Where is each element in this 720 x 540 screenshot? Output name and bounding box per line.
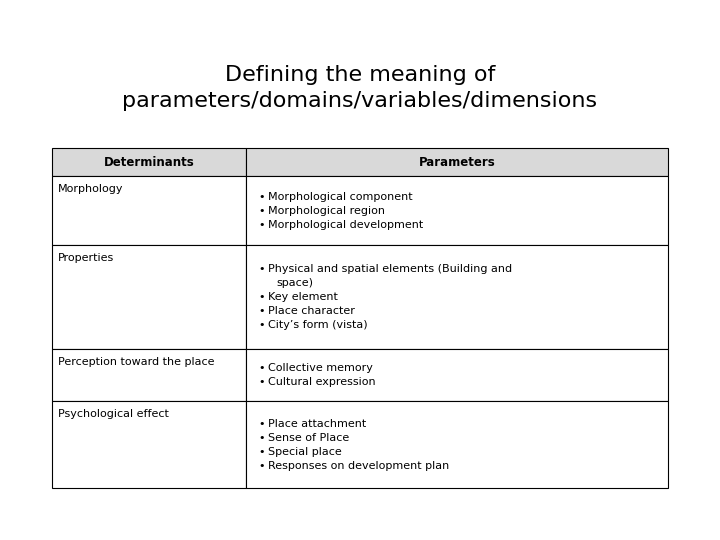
Bar xyxy=(52,401,246,488)
Bar xyxy=(246,148,668,176)
Text: •: • xyxy=(258,220,264,229)
Bar xyxy=(246,176,668,245)
Text: •: • xyxy=(258,433,264,443)
Text: Sense of Place: Sense of Place xyxy=(268,433,349,443)
Text: Cultural expression: Cultural expression xyxy=(268,377,376,387)
Bar xyxy=(246,349,668,401)
Text: Defining the meaning of
parameters/domains/variables/dimensions: Defining the meaning of parameters/domai… xyxy=(122,65,598,111)
Text: •: • xyxy=(258,418,264,429)
Bar xyxy=(52,176,246,245)
Text: •: • xyxy=(258,192,264,201)
Text: Place attachment: Place attachment xyxy=(268,418,366,429)
Text: •: • xyxy=(258,461,264,471)
Text: Perception toward the place: Perception toward the place xyxy=(58,357,215,367)
Text: City’s form (vista): City’s form (vista) xyxy=(268,320,368,330)
Text: •: • xyxy=(258,377,264,387)
Text: Parameters: Parameters xyxy=(418,156,495,168)
Bar xyxy=(52,245,246,349)
Text: Properties: Properties xyxy=(58,253,114,264)
Text: Physical and spatial elements (Building and: Physical and spatial elements (Building … xyxy=(268,265,512,274)
Text: •: • xyxy=(258,447,264,457)
Bar xyxy=(52,349,246,401)
Text: Special place: Special place xyxy=(268,447,342,457)
Text: Determinants: Determinants xyxy=(104,156,194,168)
Text: Place character: Place character xyxy=(268,306,355,316)
Text: •: • xyxy=(258,206,264,215)
Text: Collective memory: Collective memory xyxy=(268,363,373,373)
Text: Psychological effect: Psychological effect xyxy=(58,409,169,420)
Text: Morphological development: Morphological development xyxy=(268,220,423,229)
Text: Morphological region: Morphological region xyxy=(268,206,385,215)
Text: •: • xyxy=(258,363,264,373)
Text: Morphology: Morphology xyxy=(58,184,124,194)
Text: Responses on development plan: Responses on development plan xyxy=(268,461,449,471)
Text: •: • xyxy=(258,320,264,330)
Bar xyxy=(52,148,246,176)
Bar xyxy=(246,245,668,349)
Bar xyxy=(246,401,668,488)
Text: •: • xyxy=(258,306,264,316)
Text: Key element: Key element xyxy=(268,292,338,302)
Text: •: • xyxy=(258,265,264,274)
Text: •: • xyxy=(258,292,264,302)
Text: space): space) xyxy=(276,278,313,288)
Text: Morphological component: Morphological component xyxy=(268,192,413,201)
